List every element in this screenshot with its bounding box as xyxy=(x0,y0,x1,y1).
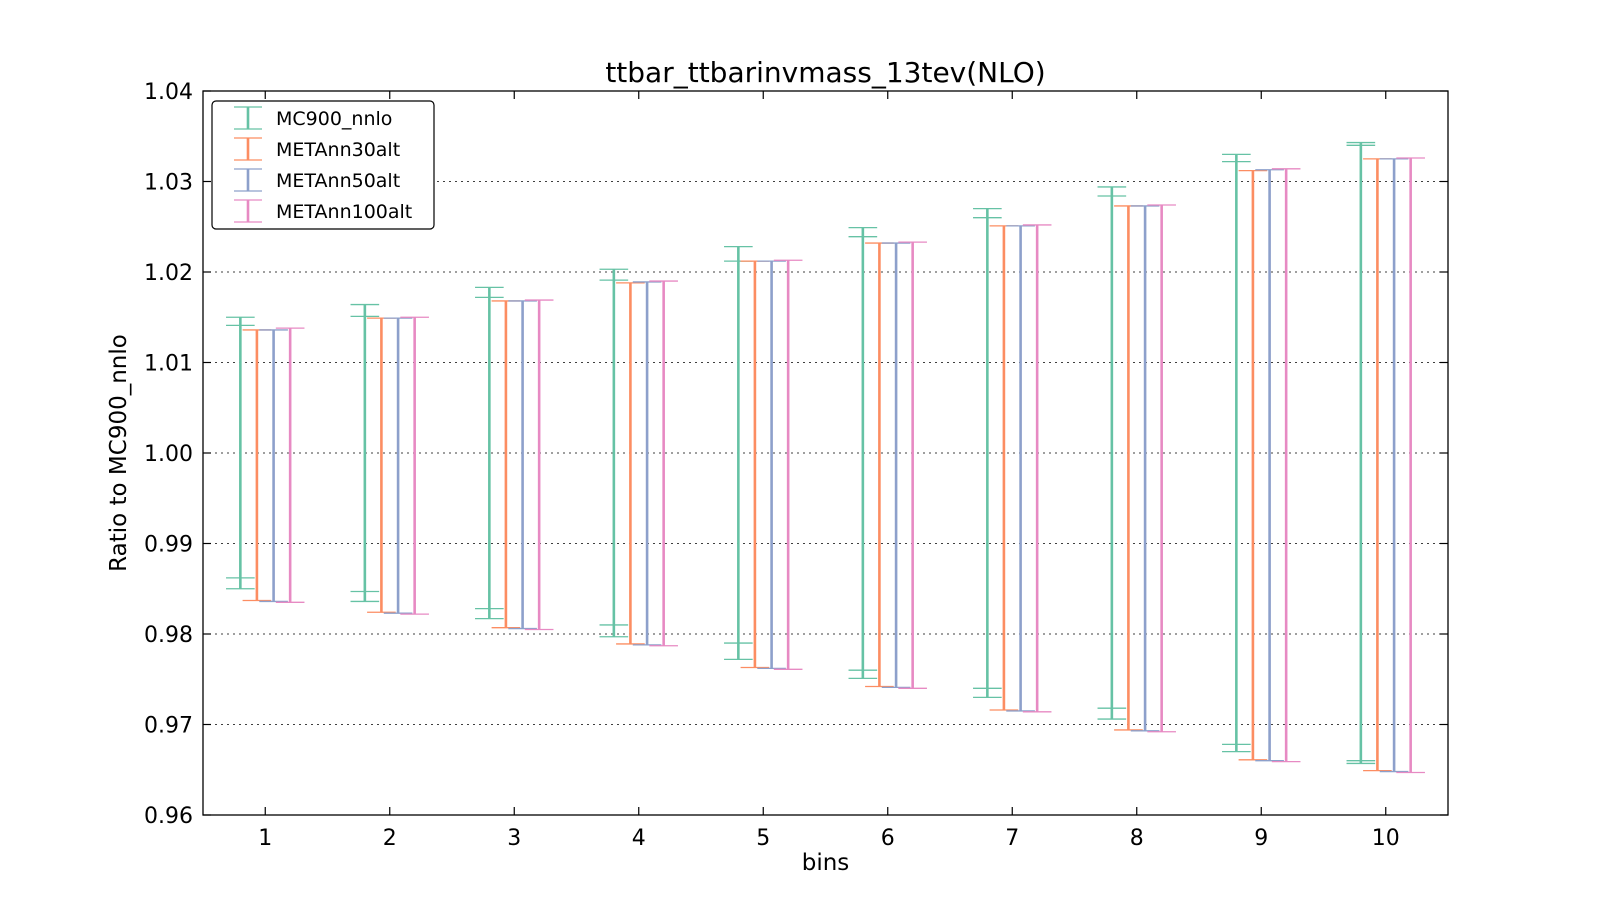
y-tick-label: 0.97 xyxy=(144,714,193,739)
x-axis-label: bins xyxy=(802,850,850,876)
x-tick-label: 9 xyxy=(1254,826,1268,851)
x-tick-label: 5 xyxy=(756,826,770,851)
x-tick-label: 10 xyxy=(1372,826,1400,851)
series-METAnn30alt xyxy=(242,158,1392,772)
x-tick-label: 3 xyxy=(507,826,521,851)
x-tick-label: 4 xyxy=(632,826,646,851)
x-tick-label: 7 xyxy=(1005,826,1019,851)
y-tick-label: 1.04 xyxy=(144,80,193,105)
x-tick-label: 2 xyxy=(383,826,397,851)
y-tick-label: 1.01 xyxy=(144,352,193,377)
legend-label: METAnn100alt xyxy=(276,201,412,223)
series-MC900_nnlo xyxy=(226,141,1376,765)
x-tick-label: 1 xyxy=(258,826,272,851)
legend-label: METAnn30alt xyxy=(276,139,400,161)
series-METAnn50alt xyxy=(259,158,1409,773)
chart-title: ttbar_ttbarinvmass_13tev(NLO) xyxy=(605,56,1045,89)
legend-label: MC900_nnlo xyxy=(276,108,392,130)
y-axis-label: Ratio to MC900_nnlo xyxy=(106,334,132,572)
y-tick-label: 1.03 xyxy=(144,171,193,196)
axis-ticks: 0.96 0.97 0.98 0.99 1.00 1.01 1.02 1.03 1.04 1 2 3 4… xyxy=(144,80,1448,851)
y-tick-label: 0.99 xyxy=(144,533,193,558)
y-tick-label: 1.02 xyxy=(144,261,193,286)
x-tick-label: 6 xyxy=(881,826,895,851)
legend-label: METAnn50alt xyxy=(276,170,400,192)
series-METAnn100alt xyxy=(275,157,1425,774)
y-tick-label: 0.98 xyxy=(144,623,193,648)
grid-lines xyxy=(203,181,1448,725)
legend: MC900_nnlo METAnn30alt METAnn50alt METAnn10… xyxy=(211,100,435,230)
error-bars xyxy=(226,141,1425,774)
x-tick-label: 8 xyxy=(1130,826,1144,851)
y-tick-label: 0.96 xyxy=(144,804,193,829)
y-tick-label: 1.00 xyxy=(144,442,193,467)
legend-box xyxy=(211,100,435,230)
